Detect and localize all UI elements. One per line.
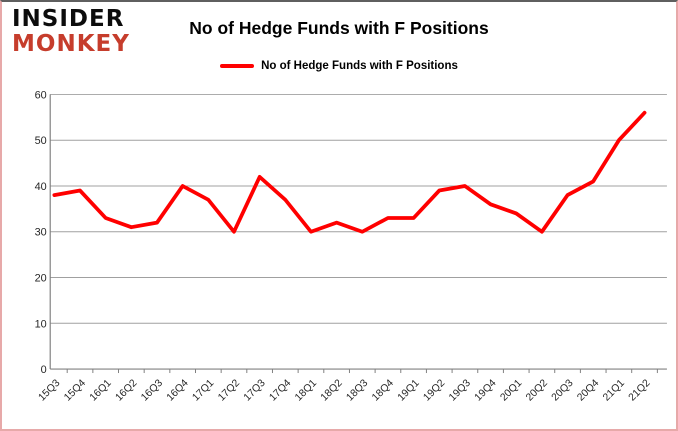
legend: No of Hedge Funds with F Positions	[2, 60, 676, 72]
x-tick-label: 19Q2	[422, 378, 448, 404]
y-tick-label: 40	[35, 181, 47, 193]
y-tick-label: 10	[35, 318, 47, 330]
x-tick-label: 18Q1	[293, 378, 319, 404]
x-tick-label: 17Q1	[191, 378, 217, 404]
x-tick-label: 17Q2	[216, 378, 242, 404]
x-tick-label: 15Q4	[62, 378, 88, 404]
x-tick-label: 16Q3	[139, 378, 165, 404]
x-tick-label: 18Q3	[345, 378, 371, 404]
legend-line-swatch	[220, 64, 255, 68]
y-axis-labels: 0 10 20 30 40 50 60	[35, 89, 47, 376]
x-tick-label: 20Q1	[499, 378, 525, 404]
x-tick-label: 20Q2	[524, 378, 550, 404]
y-tick-label: 50	[35, 135, 47, 147]
x-tick-label: 18Q2	[319, 378, 345, 404]
x-tick-label: 21Q1	[601, 378, 627, 404]
x-tick-label: 16Q2	[114, 378, 140, 404]
x-axis-ticks	[66, 369, 658, 374]
x-tick-label: 19Q3	[447, 378, 473, 404]
series-line-hedge-funds	[52, 110, 647, 234]
x-tick-label: 16Q1	[88, 378, 114, 404]
x-axis-labels: 15Q3 15Q4 16Q1 16Q2 16Q3 16Q4 17Q1 17Q2 17Q3 17Q4…	[37, 378, 653, 404]
x-tick-label: 20Q4	[576, 378, 602, 404]
logo-text-insider: INSIDER	[12, 6, 125, 32]
x-tick-label: 18Q4	[370, 378, 396, 404]
legend-label: No of Hedge Funds with F Positions	[261, 60, 458, 72]
x-tick-label: 16Q4	[165, 378, 191, 404]
x-tick-label: 20Q3	[550, 378, 576, 404]
x-tick-label: 17Q4	[268, 378, 294, 404]
x-tick-label: 17Q3	[242, 378, 268, 404]
y-tick-label: 20	[35, 272, 47, 284]
y-tick-label: 30	[35, 227, 47, 239]
x-tick-label: 15Q3	[37, 378, 63, 404]
y-tick-label: 60	[35, 89, 47, 101]
logo-text-monkey: MONKEY	[12, 31, 130, 57]
insider-monkey-logo: INSIDER MONKEY	[12, 8, 130, 56]
x-tick-label: 19Q1	[396, 378, 422, 404]
x-tick-label: 21Q2	[627, 378, 653, 404]
y-tick-label: 0	[41, 364, 47, 376]
y-gridlines	[50, 93, 667, 324]
chart-title: No of Hedge Funds with F Positions	[189, 18, 489, 38]
x-tick-label: 19Q4	[473, 378, 499, 404]
